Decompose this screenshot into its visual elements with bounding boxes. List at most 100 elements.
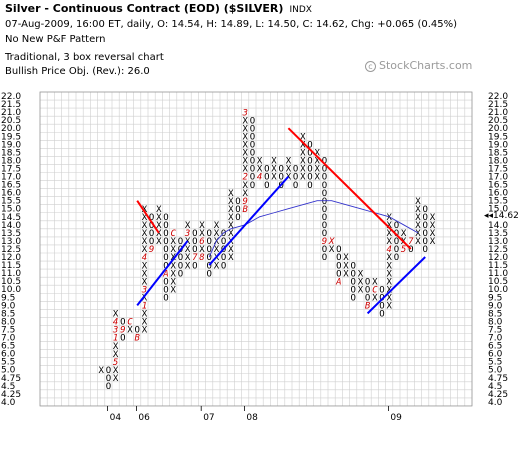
pattern-line: No New P&F Pattern [5, 34, 106, 45]
o-box: O [221, 253, 226, 263]
x-box: X [386, 285, 392, 295]
y-tick-label-right: 15.5 [488, 197, 508, 207]
y-tick-label-left: 16.0 [1, 189, 21, 199]
x-box: X [300, 141, 306, 151]
o-box: O [106, 382, 111, 392]
o-box: O [264, 181, 269, 191]
x-box: X [386, 237, 392, 247]
o-box: O [120, 334, 125, 344]
o-box: O [307, 157, 312, 167]
y-tick-label-right: 13.5 [488, 229, 508, 239]
o-box: O [293, 173, 298, 183]
x-box: X [271, 165, 277, 175]
x-tick-label: 09 [390, 413, 402, 423]
x-box: X [142, 229, 148, 239]
o-box: O [250, 124, 255, 134]
o-box: O [278, 173, 283, 183]
x-box: X [430, 213, 436, 223]
month-marker: 3 [184, 229, 190, 239]
month-marker: C [372, 285, 378, 295]
o-box: O [250, 116, 255, 126]
o-box: O [163, 261, 168, 271]
x-box: X [329, 245, 335, 255]
x-box: X [170, 285, 176, 295]
x-box: X [314, 149, 320, 159]
y-tick-label-right: 9.5 [488, 293, 502, 303]
o-box: O [221, 261, 226, 271]
symbol-tag: INDX [289, 5, 312, 15]
x-box: X [199, 245, 205, 255]
o-box: O [365, 277, 370, 287]
x-box: X [415, 237, 421, 247]
o-box: O [235, 205, 240, 215]
x-box: X [228, 245, 234, 255]
x-box: X [314, 173, 320, 183]
x-tick-label: 08 [246, 413, 258, 423]
o-box: O [250, 141, 255, 151]
o-box: O [235, 197, 240, 207]
o-box: O [149, 229, 154, 239]
current-price-label: ◂◂14.62 [484, 211, 519, 221]
o-box: O [422, 205, 427, 215]
y-tick-label-right: 20.0 [488, 124, 508, 134]
month-marker: 4 [113, 318, 118, 328]
month-marker: 6 [199, 237, 204, 247]
month-marker: 9 [322, 237, 327, 247]
y-tick-label-right: 4.25 [488, 390, 508, 400]
x-box: X [214, 253, 220, 263]
o-box: O [106, 366, 111, 376]
x-box: X [156, 213, 162, 223]
o-box: O [422, 245, 427, 255]
y-tick-label-left: 15.0 [1, 205, 21, 215]
x-box: X [242, 189, 248, 199]
y-tick-label-right: 16.5 [488, 181, 508, 191]
month-marker: 3 [112, 326, 118, 336]
bearish-resistance-line [136, 200, 160, 234]
chart-title: Silver - Continuous Contract (EOD) ($SIL… [5, 2, 312, 15]
month-marker: X [328, 237, 335, 247]
x-box: X [386, 293, 392, 303]
x-tick-label: 06 [138, 413, 150, 423]
month-marker: 1 [113, 334, 118, 344]
o-box: O [322, 197, 327, 207]
x-box: X [358, 277, 364, 287]
month-marker: B [242, 205, 248, 215]
o-box: O [163, 229, 168, 239]
y-tick-label-right: 12.0 [488, 253, 508, 263]
y-tick-label-right: 10.0 [488, 285, 508, 295]
moving-average-line [208, 200, 419, 258]
y-tick-label-right: 17.5 [488, 164, 508, 174]
y-tick-label-right: 9.0 [488, 301, 503, 311]
o-box: O [350, 293, 355, 303]
y-tick-label-left: 4.75 [1, 374, 21, 384]
y-tick-label-left: 22.0 [1, 92, 21, 102]
y-tick-label-left: 6.0 [1, 350, 16, 360]
x-box: X [214, 245, 220, 255]
o-box: O [206, 269, 211, 279]
y-tick-label-left: 9.5 [1, 293, 15, 303]
month-marker: 3 [241, 108, 247, 118]
o-box: O [250, 173, 255, 183]
o-box: O [206, 253, 211, 263]
month-marker: 4 [386, 245, 391, 255]
x-box: X [170, 277, 176, 287]
y-tick-label-left: 4.25 [1, 390, 21, 400]
x-box: X [156, 205, 162, 215]
y-tick-label-right: 8.5 [488, 309, 502, 319]
y-tick-label-left: 11.0 [1, 269, 21, 279]
y-tick-label-right: 4.75 [488, 374, 508, 384]
x-box: X [242, 141, 248, 151]
bearish-resistance-line [287, 127, 412, 250]
o-box: O [163, 285, 168, 295]
y-tick-label-right: 21.0 [488, 108, 508, 118]
x-box: X [257, 165, 263, 175]
x-box: X [242, 157, 248, 167]
o-box: O [192, 229, 197, 239]
x-box: X [300, 173, 306, 183]
o-box: O [293, 165, 298, 175]
o-box: O [163, 213, 168, 223]
x-box: X [199, 221, 205, 231]
o-box: O [322, 173, 327, 183]
o-box: O [206, 237, 211, 247]
x-box: X [228, 213, 234, 223]
